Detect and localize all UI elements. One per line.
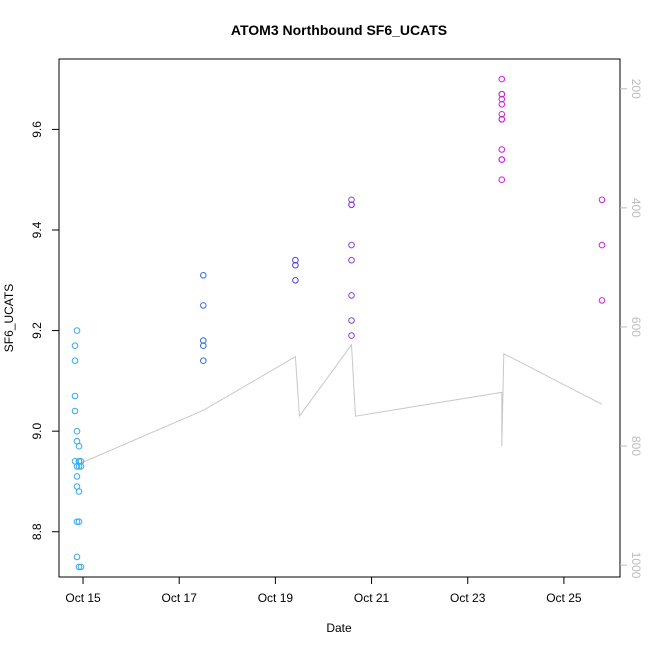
data-point — [498, 75, 506, 83]
data-point — [73, 327, 81, 334]
data-point — [75, 563, 83, 571]
x-axis-label: Date — [326, 621, 352, 635]
data-point — [348, 256, 355, 264]
plot-frame — [58, 58, 621, 578]
data-point — [200, 357, 207, 365]
data-point — [200, 272, 207, 279]
y-tick-label: 9.2 — [30, 322, 44, 339]
data-point — [75, 488, 83, 495]
data-point — [348, 292, 355, 299]
data-point — [598, 297, 606, 304]
x-tick-label: Oct 23 — [450, 591, 486, 605]
altitude-line — [78, 343, 603, 465]
data-point — [598, 241, 606, 249]
y2-tick-label: 200 — [629, 79, 643, 99]
y2-tick-label: 400 — [629, 198, 643, 218]
x-tick-label: Oct 25 — [546, 591, 582, 605]
data-point — [498, 111, 506, 118]
data-point — [200, 342, 207, 350]
y-tick-label: 9.6 — [30, 121, 44, 138]
data-point — [71, 357, 79, 365]
data-point — [71, 407, 79, 415]
y2-tick-label: 800 — [629, 436, 643, 456]
data-point — [598, 196, 606, 204]
x-tick-label: Oct 19 — [258, 591, 294, 605]
data-point — [73, 518, 81, 526]
y2-axis: 200 400 600 800 1000 — [620, 79, 643, 579]
data-point — [77, 563, 85, 571]
data-point — [498, 90, 506, 98]
data-point — [77, 458, 85, 465]
data-point — [292, 277, 299, 284]
data-point — [292, 256, 299, 264]
y-axis: 8.8 9.0 9.2 9.4 9.6 — [30, 121, 59, 540]
data-point — [348, 241, 355, 249]
data-point — [348, 317, 355, 324]
data-point — [200, 337, 207, 344]
y-tick-label: 9.4 — [30, 221, 44, 238]
data-point — [71, 392, 79, 400]
y-tick-label: 9.0 — [30, 422, 44, 439]
altitude-line-layer — [78, 343, 603, 465]
data-point — [498, 156, 506, 163]
x-axis: Oct 15 Oct 17 Oct 19 Oct 21 Oct 23 Oct 25 — [65, 577, 582, 605]
x-tick-label: Oct 21 — [354, 591, 390, 605]
data-point — [200, 302, 207, 309]
data-point — [498, 176, 506, 183]
data-point — [498, 101, 506, 108]
x-tick-label: Oct 17 — [162, 591, 198, 605]
data-point — [348, 201, 355, 209]
data-point — [73, 473, 81, 480]
y2-tick-label: 600 — [629, 317, 643, 337]
data-point — [348, 196, 355, 204]
chart-title: ATOM3 Northbound SF6_UCATS — [231, 22, 447, 38]
data-point — [75, 518, 83, 526]
y2-tick-label: 1000 — [629, 552, 643, 579]
data-point — [498, 116, 506, 123]
data-point — [71, 342, 79, 350]
y-tick-label: 8.8 — [30, 523, 44, 540]
data-points-layer — [71, 75, 606, 571]
x-tick-label: Oct 15 — [65, 591, 101, 605]
data-point — [348, 332, 355, 339]
data-point — [498, 146, 506, 153]
data-point — [75, 442, 83, 450]
data-point — [292, 261, 299, 269]
y-axis-label: SF6_UCATS — [2, 284, 16, 352]
data-point — [73, 427, 81, 435]
data-point — [73, 553, 81, 561]
